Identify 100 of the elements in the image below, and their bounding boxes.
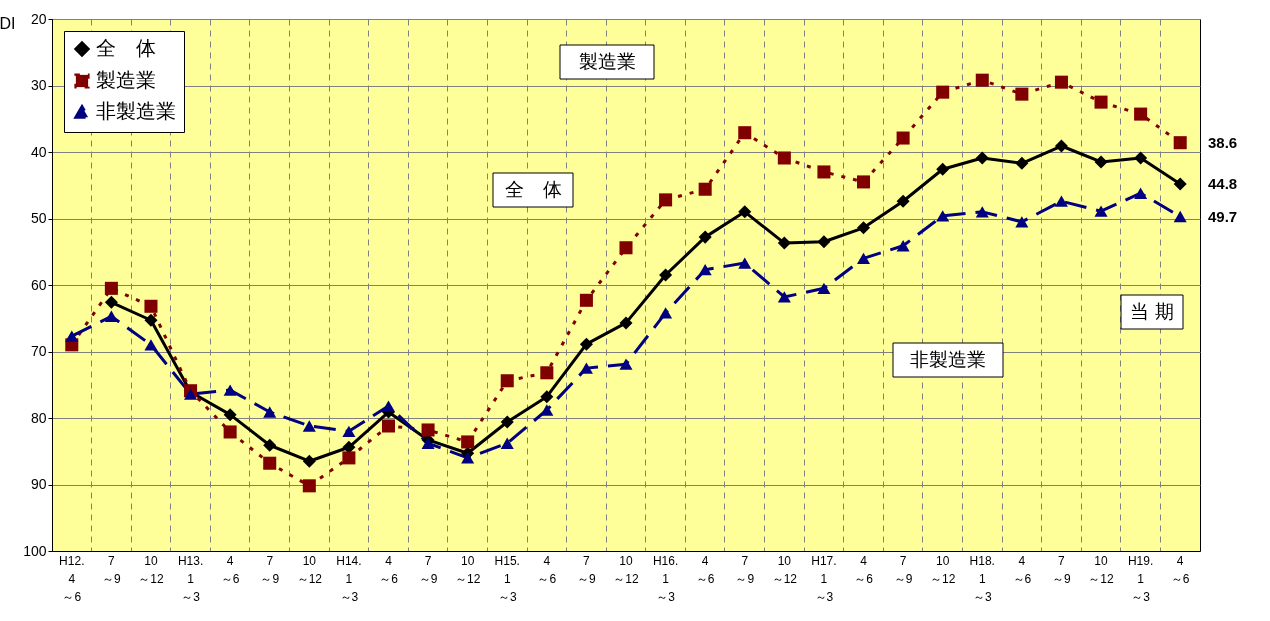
point	[896, 131, 910, 145]
point	[659, 307, 673, 319]
x-tick-label: 7 ～9	[735, 553, 755, 586]
point	[1054, 195, 1068, 207]
x-tick-label: 4 ～6	[537, 553, 557, 586]
x-tick-label: 7 ～9	[893, 553, 913, 586]
point	[817, 165, 831, 179]
point	[421, 423, 435, 437]
point	[817, 282, 831, 294]
point	[302, 420, 316, 432]
x-tick-label: 10 ～12	[930, 553, 956, 586]
point	[1054, 139, 1068, 153]
point	[540, 404, 554, 416]
x-tick-label: 10 ～12	[771, 553, 798, 586]
point	[659, 268, 673, 282]
point	[659, 193, 673, 207]
x-tick-label: H19. 1 ～3	[1127, 553, 1154, 604]
annotation: 全 体	[504, 179, 562, 200]
point	[421, 437, 435, 449]
y-axis-title: DI	[0, 14, 16, 32]
point	[500, 437, 514, 449]
point	[1134, 107, 1148, 121]
point	[540, 366, 554, 380]
point	[381, 419, 395, 433]
y-tick-label: 80	[30, 409, 47, 426]
x-tick-label: 4 ～6	[1012, 553, 1032, 586]
point	[500, 374, 514, 388]
x-tick-label: H16. 1 ～3	[652, 553, 679, 604]
point	[1134, 151, 1148, 165]
point	[579, 293, 593, 307]
point	[936, 210, 950, 222]
point	[104, 310, 118, 322]
point	[1173, 177, 1187, 191]
point	[263, 456, 277, 470]
y-tick-label: 100	[23, 542, 47, 559]
point	[302, 479, 316, 493]
point	[777, 291, 791, 303]
point	[1173, 136, 1187, 150]
point	[104, 281, 118, 295]
point	[896, 240, 910, 252]
x-tick-label: 4 ～6	[220, 553, 240, 586]
x-tick-label: 10 ～12	[613, 553, 639, 586]
y-tick-label: 70	[30, 343, 47, 359]
point	[777, 151, 791, 165]
point	[1015, 156, 1029, 170]
point	[302, 454, 316, 468]
point	[461, 435, 475, 449]
point	[698, 230, 712, 244]
point	[777, 236, 791, 250]
data-label: 49.7	[1208, 207, 1238, 225]
point	[619, 241, 633, 255]
point	[857, 252, 871, 265]
point	[857, 175, 871, 189]
point	[857, 221, 871, 235]
y-tick-label: 50	[30, 210, 47, 226]
point	[975, 151, 989, 165]
x-tick-label: 10 ～12	[1088, 553, 1115, 586]
point	[263, 406, 277, 418]
point	[144, 313, 158, 327]
y-tick-label: 20	[30, 10, 47, 27]
point	[1015, 216, 1029, 228]
point	[1134, 187, 1148, 199]
y-tick-label: 60	[30, 276, 47, 293]
x-tick-label: H18. 1 ～3	[969, 553, 995, 604]
point	[738, 257, 752, 269]
point	[144, 339, 158, 351]
annotation: 非製造業	[910, 349, 986, 370]
point	[619, 316, 633, 330]
point	[1054, 75, 1068, 89]
x-tick-label: H17. 1 ～3	[811, 553, 837, 604]
point	[1094, 155, 1108, 169]
x-tick-label: 4 ～6	[379, 553, 399, 586]
point	[738, 126, 752, 140]
point	[975, 73, 989, 87]
x-tick-label: 4 ～6	[854, 553, 874, 586]
legend-label: 全 体	[96, 37, 156, 59]
x-tick-label: 10 ～12	[454, 553, 481, 586]
point	[817, 235, 831, 249]
y-tick-label: 40	[30, 143, 47, 160]
x-tick-label: 7 ～9	[1052, 553, 1072, 586]
point	[65, 330, 79, 342]
point	[381, 400, 395, 412]
point	[1094, 205, 1108, 217]
point	[698, 264, 712, 276]
point	[936, 162, 950, 176]
x-tick-label: 7 ～9	[102, 553, 122, 586]
annotation: 製造業	[578, 51, 636, 72]
point	[1173, 210, 1187, 223]
point	[975, 206, 989, 218]
point	[579, 337, 593, 351]
point	[500, 415, 514, 429]
point	[223, 408, 237, 422]
legend-label: 製造業	[96, 69, 156, 91]
point	[342, 425, 356, 437]
x-tick-label: H15. 1 ～3	[494, 553, 520, 604]
point	[263, 438, 277, 452]
point	[461, 452, 475, 464]
x-tick-label: H13. 1 ～3	[177, 553, 204, 604]
data-label: 38.6	[1208, 133, 1238, 151]
point	[540, 390, 554, 404]
